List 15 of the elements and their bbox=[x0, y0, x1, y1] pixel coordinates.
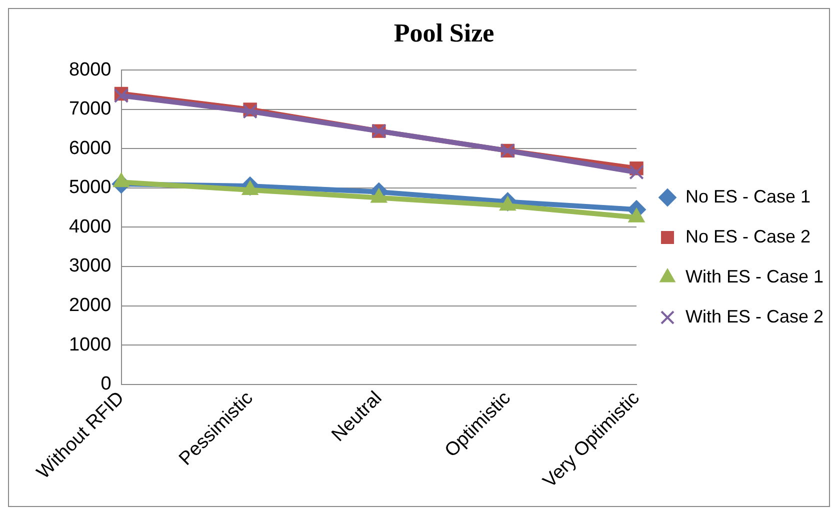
y-tick-label: 0 bbox=[100, 374, 112, 395]
legend-label: With ES - Case 1 bbox=[686, 266, 824, 286]
point bbox=[629, 164, 644, 180]
y-tick-label: 7000 bbox=[68, 98, 112, 120]
y-tick-label: 2000 bbox=[68, 295, 112, 316]
legend-label: No ES - Case 2 bbox=[686, 226, 811, 246]
y-tick-label: 4000 bbox=[68, 216, 112, 238]
chart-title: Pool Size bbox=[394, 18, 494, 48]
y-tick-label: 6000 bbox=[68, 138, 112, 159]
legend-label: No ES - Case 1 bbox=[686, 186, 811, 206]
legend-label: With ES - Case 2 bbox=[686, 306, 824, 326]
y-tick-label: 8000 bbox=[68, 59, 112, 80]
y-tick-label: 5000 bbox=[68, 177, 112, 198]
y-tick-label: 3000 bbox=[68, 256, 112, 277]
y-tick-label: 1000 bbox=[68, 334, 112, 356]
